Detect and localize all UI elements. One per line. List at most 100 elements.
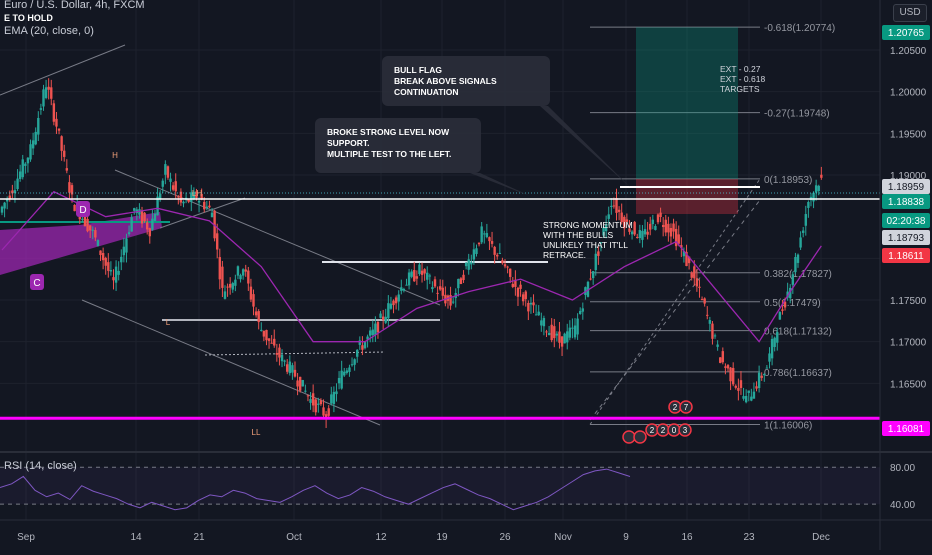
candle-body — [356, 349, 359, 357]
x-tick-label: Nov — [554, 532, 572, 543]
price-tag-label: 1.18611 — [888, 251, 924, 262]
candle-body — [405, 284, 408, 286]
candle-body — [187, 199, 190, 202]
candle-body — [182, 201, 185, 204]
candle-body — [400, 287, 403, 291]
candle-body — [615, 198, 618, 213]
candle-body — [210, 212, 214, 218]
candle-body — [387, 303, 390, 319]
candle-body — [576, 318, 579, 335]
candle-body — [122, 246, 126, 256]
event-badge — [678, 423, 692, 437]
candle-body — [669, 228, 673, 237]
y-tick-label: 1.19000 — [890, 171, 927, 182]
candle-body — [451, 301, 455, 303]
candle-body — [402, 288, 406, 291]
candle-body — [0, 206, 4, 213]
candle-body — [88, 225, 92, 231]
y-tick-label: 1.16500 — [890, 379, 927, 390]
candle-body — [83, 212, 87, 227]
candle-body — [527, 302, 530, 312]
x-tick-label: 12 — [375, 532, 387, 543]
candle-body — [511, 283, 514, 287]
harmonic-pattern-fill — [0, 212, 162, 275]
candle-body — [91, 229, 94, 231]
candle-body — [252, 294, 255, 307]
candle-body — [353, 359, 356, 365]
candle-body — [706, 314, 709, 316]
candle-body — [483, 233, 486, 235]
candle-body — [555, 333, 559, 336]
bull_flag-text: BREAK ABOVE SIGNALS — [394, 76, 497, 86]
candle-body — [366, 336, 369, 340]
candle-body — [418, 264, 421, 274]
symbol-header: Euro / U.S. Dollar, 4h, FXCM — [4, 0, 145, 11]
currency-button[interactable]: USD — [893, 4, 927, 22]
candle-body — [700, 299, 704, 301]
candle-body — [317, 403, 320, 405]
candle-body — [729, 367, 732, 382]
candle-body — [501, 260, 504, 264]
candle-body — [656, 214, 660, 223]
candle-body — [273, 338, 276, 346]
event-badge — [633, 430, 647, 444]
candle-body — [368, 330, 372, 336]
candle-body — [485, 233, 489, 238]
x-tick-label: 26 — [499, 532, 511, 543]
candle-body — [687, 256, 691, 264]
swing-label: LH — [192, 189, 202, 198]
candle-body — [130, 217, 133, 232]
candle-body — [731, 367, 735, 385]
candle-body — [278, 347, 281, 358]
candle-body — [563, 333, 566, 344]
ema-indicator-label[interactable]: EMA (20, close, 0) — [4, 25, 94, 37]
candle-body — [633, 222, 636, 235]
pattern-point-badge — [76, 201, 90, 217]
rsi-indicator-label[interactable]: RSI (14, close) — [4, 460, 77, 472]
candle-body — [433, 279, 437, 287]
candle-body — [737, 387, 740, 391]
candle-body — [179, 191, 183, 203]
candle-body — [750, 396, 753, 401]
candle-body — [599, 242, 603, 244]
candle-body — [114, 266, 118, 283]
bull_flag-pointer — [540, 106, 630, 187]
candle-body — [703, 298, 706, 304]
candle-body — [314, 399, 317, 413]
x-tick-label: Sep — [17, 532, 35, 543]
candle-body — [680, 245, 683, 248]
candle-body — [698, 286, 701, 288]
candle-body — [560, 336, 564, 347]
price-tag-bg — [882, 25, 930, 40]
price-tag-bg — [882, 248, 930, 263]
candle-body — [534, 314, 538, 316]
swing-label: LL — [252, 428, 261, 437]
candle-body — [205, 206, 209, 209]
price-tag-bg — [882, 230, 930, 245]
candle-body — [249, 286, 253, 300]
candle-body — [571, 327, 574, 329]
candle-body — [343, 371, 346, 376]
candle-body — [394, 297, 398, 304]
candle-body — [770, 338, 774, 359]
candle-body — [50, 87, 53, 99]
candle-body — [86, 218, 89, 232]
rsi-line — [0, 468, 631, 511]
candle-body — [322, 407, 325, 416]
candle-body — [143, 212, 146, 222]
candle-body — [337, 377, 341, 384]
candle-body — [138, 209, 141, 215]
candle-body — [801, 230, 805, 233]
candle-body — [817, 185, 820, 192]
candle-body — [744, 395, 748, 403]
candle-body — [3, 202, 6, 209]
candle-body — [221, 266, 224, 288]
event-badge-label: 0 — [672, 426, 677, 435]
candle-body — [540, 320, 543, 326]
candle-body — [742, 396, 745, 399]
candle-body — [174, 181, 177, 192]
fib-level-label: 0.618(1.17132) — [764, 327, 832, 338]
candle-body — [156, 196, 159, 216]
